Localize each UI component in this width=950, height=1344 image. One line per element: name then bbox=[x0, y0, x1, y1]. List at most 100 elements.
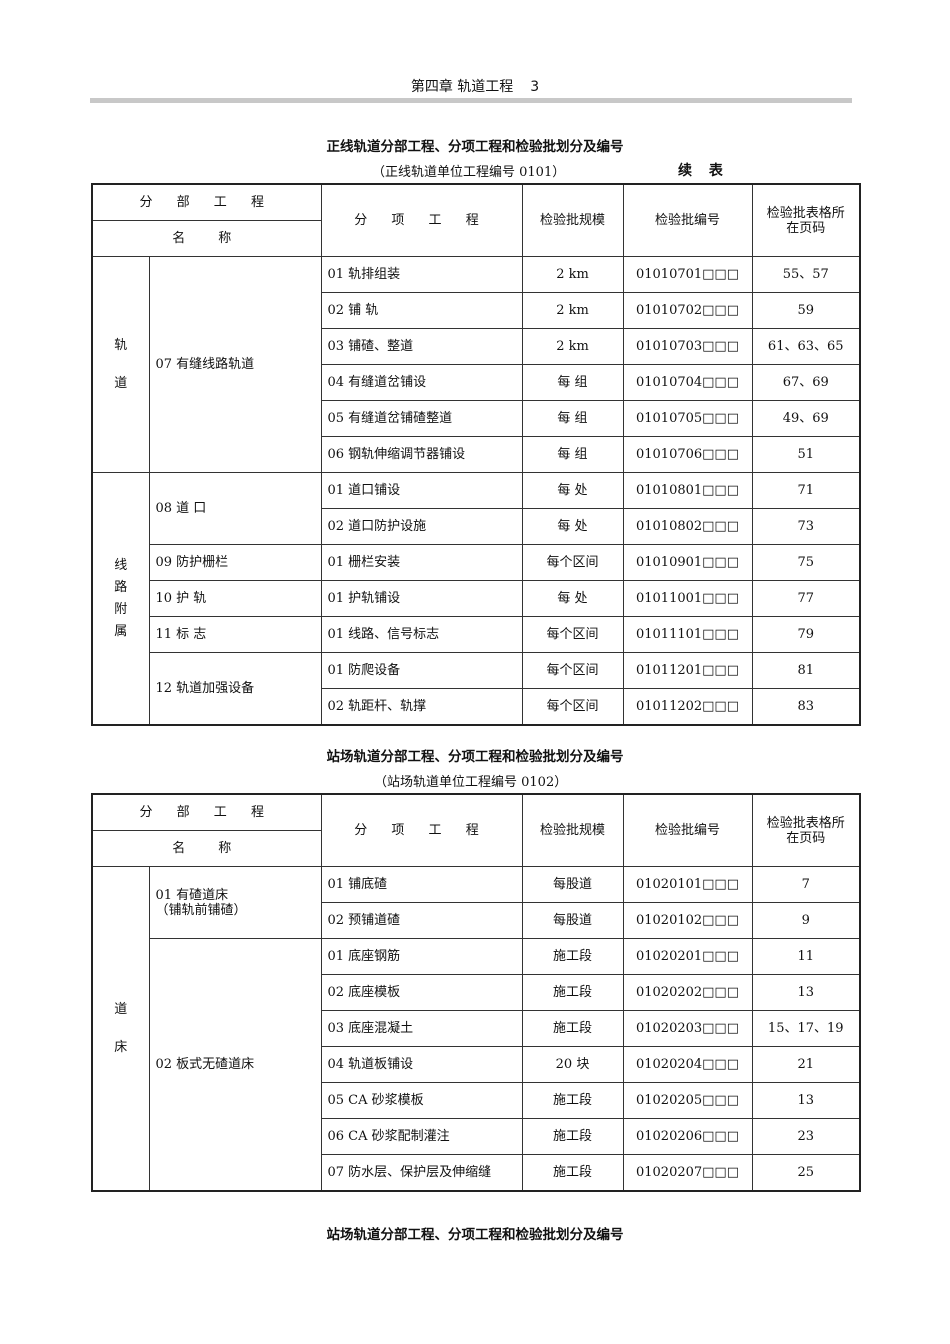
header-code: 检验批编号 bbox=[622, 793, 753, 867]
division-label: 轨道 bbox=[114, 337, 128, 391]
item-name: 04 轨道板铺设 bbox=[320, 1046, 523, 1083]
item-name: 01 轨排组装 bbox=[320, 256, 523, 293]
batch-code: 01020205□□□ bbox=[622, 1082, 753, 1119]
division-group: 线路附属 bbox=[91, 472, 150, 726]
page-ref: 21 bbox=[751, 1046, 861, 1083]
division-name: 01 有碴道床 （铺轨前铺碴） bbox=[148, 866, 322, 939]
item-name: 01 栅栏安装 bbox=[320, 544, 523, 581]
batch-code: 01020101□□□ bbox=[622, 866, 753, 903]
item-name: 03 铺碴、整道 bbox=[320, 328, 523, 365]
table-row: 04 轨道板铺设 20 块 01020204□□□ 21 bbox=[92, 1046, 861, 1083]
page-ref: 13 bbox=[751, 1082, 861, 1119]
header-scale: 检验批规模 bbox=[521, 183, 624, 257]
table3-title: 站场轨道分部工程、分项工程和检验批划分及编号 bbox=[326, 1227, 624, 1243]
batch-scale: 2 km bbox=[521, 292, 624, 329]
header-row: 分 部 工 程分 项 工 程检验批规模 检验批编号 检验批表格所在页码 bbox=[91, 183, 861, 257]
batch-code: 01011101□□□ bbox=[622, 616, 753, 653]
page-ref: 13 bbox=[751, 974, 861, 1011]
table1-title: 正线轨道分部工程、分项工程和检验批划分及编号 bbox=[326, 139, 624, 155]
batch-scale: 施工段 bbox=[521, 1118, 624, 1155]
item-name: 01 防爬设备 bbox=[320, 652, 523, 689]
batch-code: 01020206□□□ bbox=[622, 1118, 753, 1155]
batch-scale: 每股道 bbox=[521, 902, 624, 939]
header-name: 名 称 bbox=[91, 830, 322, 867]
table-row: 09 防护栅栏 01 栅栏安装 每个区间 01010901□□□ 75 bbox=[92, 544, 861, 581]
batch-code: 01010801□□□ bbox=[622, 472, 753, 509]
batch-scale: 施工段 bbox=[521, 1010, 624, 1047]
page-ref: 23 bbox=[751, 1118, 861, 1155]
division-name: 12 轨道加强设备 bbox=[148, 652, 322, 726]
batch-scale: 每个区间 bbox=[521, 688, 624, 726]
page-ref: 25 bbox=[751, 1154, 861, 1192]
batch-code: 01020204□□□ bbox=[622, 1046, 753, 1083]
item-name: 01 线路、信号标志 bbox=[320, 616, 523, 653]
batch-scale: 每股道 bbox=[521, 866, 624, 903]
table-row: 06 CA 砂浆配制灌注 施工段 01020206□□□ 23 bbox=[92, 1118, 861, 1155]
page-ref: 51 bbox=[751, 436, 861, 473]
table1-subtitle: （正线轨道单位工程编号 0101） bbox=[372, 165, 566, 180]
header-row: 分 部 工 程分 项 工 程检验批规模 检验批编号 检验批表格所在页码 bbox=[91, 793, 861, 867]
batch-code: 01010703□□□ bbox=[622, 328, 753, 365]
item-name: 01 铺底碴 bbox=[320, 866, 523, 903]
item-name: 03 底座混凝土 bbox=[320, 1010, 523, 1047]
table-row: 05 有缝道岔铺碴整道每 组 01010705□□□ 49、69 bbox=[92, 400, 861, 437]
item-name: 07 防水层、保护层及伸缩缝 bbox=[320, 1154, 523, 1192]
batch-code: 01020202□□□ bbox=[622, 974, 753, 1011]
batch-scale: 每 组 bbox=[521, 436, 624, 473]
table2: 分 部 工 程分 项 工 程检验批规模 检验批编号 检验批表格所在页码名 称道床 01… bbox=[91, 793, 861, 1192]
table-row: 02 预铺道碴 每股道 01020102□□□ 9 bbox=[92, 902, 861, 939]
division-name: 07 有缝线路轨道 bbox=[148, 256, 322, 473]
running-header: 第四章 轨道工程 3 bbox=[0, 76, 950, 96]
table-row: 06 钢轨伸缩调节器铺设每 组 01010706□□□ 51 bbox=[92, 436, 861, 473]
division-name: 10 护 轨 bbox=[148, 580, 322, 617]
table-row: 11 标 志 01 线路、信号标志 每个区间 01011101□□□ 79 bbox=[92, 616, 861, 653]
batch-scale: 2 km bbox=[521, 328, 624, 365]
header-page: 检验批表格所在页码 bbox=[751, 793, 861, 867]
table2-subtitle: （站场轨道单位工程编号 0102） bbox=[374, 775, 568, 790]
batch-scale: 20 块 bbox=[521, 1046, 624, 1083]
item-name: 02 铺 轨 bbox=[320, 292, 523, 329]
page-ref: 61、63、65 bbox=[751, 328, 861, 365]
table-row: 12 轨道加强设备 01 防爬设备 每个区间 01011201□□□ 81 bbox=[92, 652, 861, 726]
header-division: 分 部 工 程 bbox=[91, 183, 322, 221]
table-row: 02 轨距杆、轨撑 每个区间 01011202□□□ 83 bbox=[92, 688, 861, 726]
table1: 分 部 工 程分 项 工 程检验批规模 检验批编号 检验批表格所在页码名 称轨道 07… bbox=[91, 183, 861, 726]
header-item: 分 项 工 程 bbox=[320, 793, 523, 867]
table-row: 线路附属 08 道 口 01 道口铺设每 处 01010801□□□ 71 bbox=[91, 472, 861, 726]
page-ref: 55、57 bbox=[751, 256, 861, 293]
page-ref: 71 bbox=[751, 472, 861, 509]
item-name: 02 轨距杆、轨撑 bbox=[320, 688, 523, 726]
batch-code: 01010704□□□ bbox=[622, 364, 753, 401]
table-row: 07 防水层、保护层及伸缩缝 施工段 01020207□□□ 25 bbox=[92, 1154, 861, 1192]
batch-scale: 2 km bbox=[521, 256, 624, 293]
batch-scale: 每 处 bbox=[521, 580, 624, 617]
page-ref: 77 bbox=[751, 580, 861, 617]
header-scale: 检验批规模 bbox=[521, 793, 624, 867]
batch-code: 01010706□□□ bbox=[622, 436, 753, 473]
item-name: 02 预铺道碴 bbox=[320, 902, 523, 939]
page-ref: 11 bbox=[751, 938, 861, 975]
division-name: 11 标 志 bbox=[148, 616, 322, 653]
batch-scale: 每个区间 bbox=[521, 616, 624, 653]
header-row: 名 称 bbox=[91, 830, 860, 867]
table-row: 02 道口防护设施每 处 01010802□□□ 73 bbox=[92, 508, 861, 545]
division-name: 08 道 口 bbox=[148, 472, 322, 545]
table-row: 10 护 轨 01 护轨铺设每 处 01011001□□□ 77 bbox=[92, 580, 861, 617]
header-item: 分 项 工 程 bbox=[320, 183, 523, 257]
table-row: 04 有缝道岔铺设每 组 01010704□□□ 67、69 bbox=[92, 364, 861, 401]
table2-title: 站场轨道分部工程、分项工程和检验批划分及编号 bbox=[326, 749, 624, 765]
header-code: 检验批编号 bbox=[622, 183, 753, 257]
item-name: 01 底座钢筋 bbox=[320, 938, 523, 975]
table-row: 轨道 07 有缝线路轨道 01 轨排组装 2 km 01010701□□□ 55、57 bbox=[91, 256, 861, 473]
batch-scale: 每个区间 bbox=[521, 652, 624, 689]
page-ref: 81 bbox=[751, 652, 861, 689]
item-name: 02 底座模板 bbox=[320, 974, 523, 1011]
page-ref: 83 bbox=[751, 688, 861, 726]
page-number: 3 bbox=[530, 79, 540, 95]
batch-code: 01020203□□□ bbox=[622, 1010, 753, 1047]
header-row: 名 称 bbox=[91, 220, 860, 257]
item-name: 01 护轨铺设 bbox=[320, 580, 523, 617]
page-ref: 7 bbox=[751, 866, 861, 903]
batch-scale: 每个区间 bbox=[521, 544, 624, 581]
batch-code: 01010701□□□ bbox=[622, 256, 753, 293]
